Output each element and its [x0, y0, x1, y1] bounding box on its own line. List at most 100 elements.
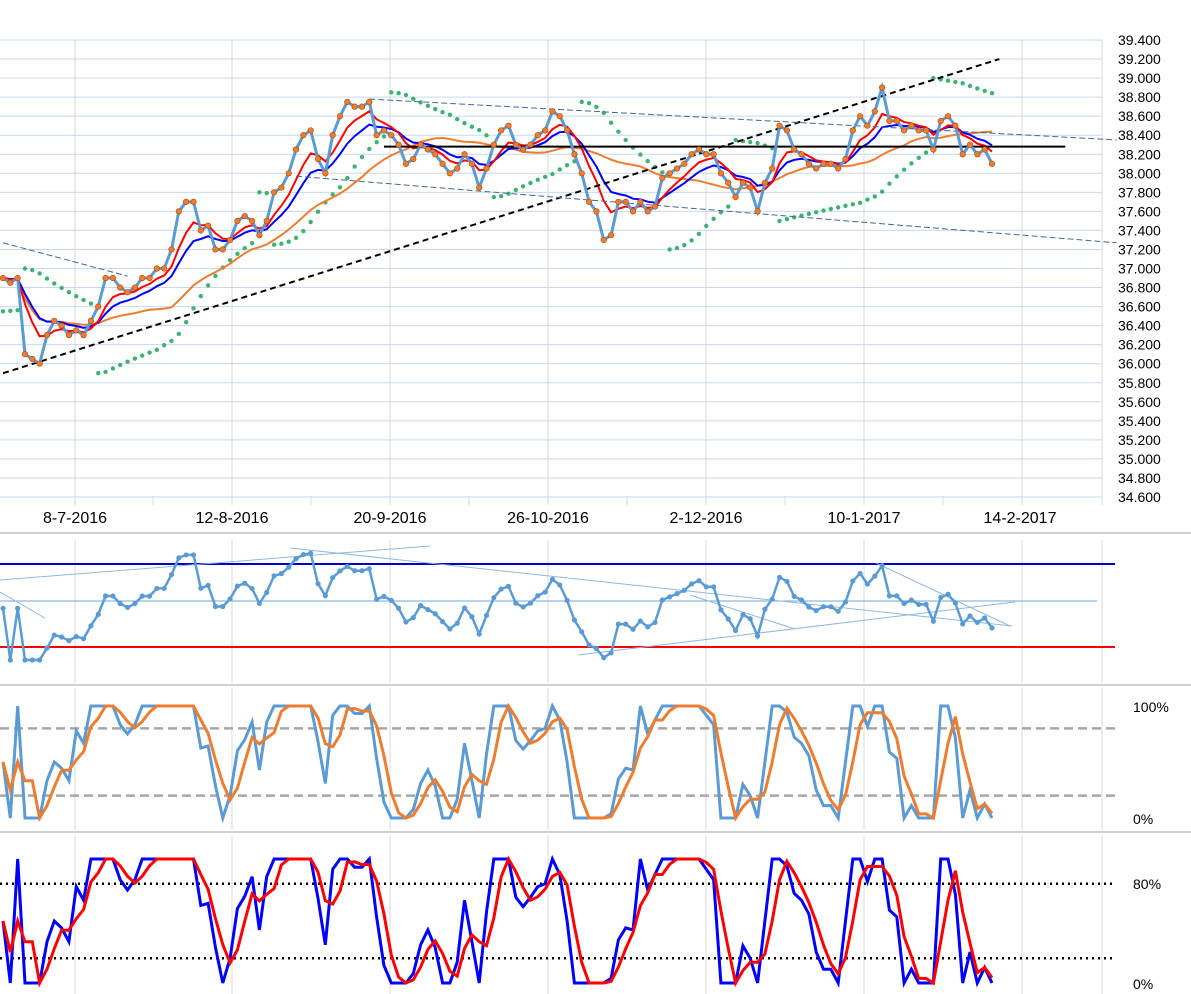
y-tick-label: 36.200	[1118, 337, 1161, 353]
parabolic-dot	[169, 338, 174, 344]
price-point	[139, 274, 146, 282]
oscillator-1-point	[535, 593, 541, 599]
parabolic-dot	[345, 175, 350, 181]
parabolic-dot	[176, 331, 182, 337]
oscillator-1-point	[59, 634, 65, 640]
oscillator-1-point	[176, 555, 182, 561]
parabolic-dot	[381, 134, 387, 139]
price-point	[439, 160, 446, 167]
price-point	[161, 265, 168, 272]
price-point	[183, 198, 190, 205]
parabolic-dot	[528, 180, 533, 186]
price-point	[7, 279, 14, 286]
y-tick-label: 35.000	[1118, 451, 1161, 467]
price-point	[520, 146, 527, 153]
y-tick-label: 38.600	[1118, 108, 1161, 124]
price-point	[73, 327, 80, 334]
oscillator-1-point	[967, 613, 973, 619]
trend-line	[369, 98, 1117, 141]
oscillator-1-point	[974, 619, 980, 625]
price-point	[468, 160, 475, 167]
parabolic-dot	[22, 266, 28, 271]
price-point	[461, 151, 468, 158]
oscillator-1-point	[286, 564, 292, 570]
trend-line	[0, 591, 46, 619]
price-point	[849, 127, 856, 134]
parabolic-dot	[872, 194, 877, 199]
oscillator-1-point	[242, 580, 248, 586]
parabolic-dot	[469, 124, 475, 129]
oscillator-1-point	[586, 642, 592, 648]
price-point	[988, 160, 996, 167]
price-panel	[0, 58, 1117, 376]
parabolic-dot	[15, 308, 20, 313]
parabolic-dot	[491, 194, 497, 200]
oscillator-1-point	[791, 593, 797, 599]
price-point	[219, 246, 226, 253]
oscillator-1-point	[168, 572, 175, 578]
oscillator-1-point	[403, 619, 409, 625]
price-point	[314, 155, 322, 163]
price-point	[681, 160, 688, 167]
oscillator-1-point	[146, 593, 153, 599]
price-point	[29, 355, 36, 363]
oscillator-3-panel	[0, 854, 1115, 989]
oscillator-1-point	[806, 604, 812, 610]
parabolic-dot	[792, 215, 797, 220]
price-point	[87, 317, 95, 324]
trend-line	[577, 601, 1016, 656]
price-point	[974, 151, 981, 158]
price-point	[278, 184, 285, 191]
trend-line	[289, 547, 1013, 627]
oscillator-1-point	[300, 551, 306, 558]
price-point	[688, 151, 695, 158]
price-point	[65, 332, 73, 339]
price-point	[695, 146, 703, 153]
x-tick-label: 2-12-2016	[670, 510, 743, 527]
y-tick-label: 39.200	[1118, 51, 1161, 67]
oscillator-1-point	[564, 597, 570, 603]
parabolic-dot	[975, 86, 980, 91]
price-point	[864, 122, 871, 129]
x-tick-label: 14-2-2017	[984, 510, 1057, 527]
oscillator-1-point	[410, 615, 416, 621]
price-point	[542, 127, 549, 134]
price-point	[615, 198, 622, 205]
y-tick-label: 80%	[1133, 876, 1161, 892]
price-point	[747, 184, 754, 191]
oscillator-1-point	[44, 645, 50, 651]
price-point	[366, 98, 373, 105]
price-point	[80, 332, 87, 339]
price-point	[739, 179, 747, 186]
oscillator-1-point	[73, 633, 79, 640]
parabolic-dot	[894, 174, 899, 179]
y-tick-label: 36.600	[1118, 299, 1161, 315]
parabolic-dot	[0, 309, 6, 314]
parabolic-dot	[315, 209, 321, 214]
oscillator-1-point	[374, 596, 380, 602]
price-point	[754, 208, 761, 215]
parabolic-dot	[982, 88, 987, 94]
oscillator-1-point	[923, 601, 929, 608]
oscillator-1-point	[645, 624, 651, 630]
parabolic-dot	[623, 137, 628, 143]
price-point	[703, 151, 710, 158]
parabolic-dot	[689, 238, 694, 243]
oscillator-1-point	[542, 589, 548, 595]
oscillator-1-point	[674, 591, 680, 597]
price-point	[227, 236, 234, 244]
price-point	[307, 127, 314, 134]
y-tick-label: 38.800	[1118, 89, 1161, 105]
parabolic-dot	[667, 247, 672, 252]
price-point	[959, 151, 966, 158]
price-point	[410, 155, 417, 163]
oscillator-1-point	[102, 593, 109, 599]
oscillator-1-point	[732, 627, 739, 634]
oscillator-1-point	[425, 607, 431, 613]
oscillator-1-point	[183, 552, 189, 558]
ma-red-line	[2, 110, 993, 338]
price-point	[344, 98, 351, 105]
oscillator-1-point	[417, 603, 424, 609]
parabolic-dot	[411, 96, 416, 102]
y-tick-label: 37.000	[1118, 261, 1161, 277]
